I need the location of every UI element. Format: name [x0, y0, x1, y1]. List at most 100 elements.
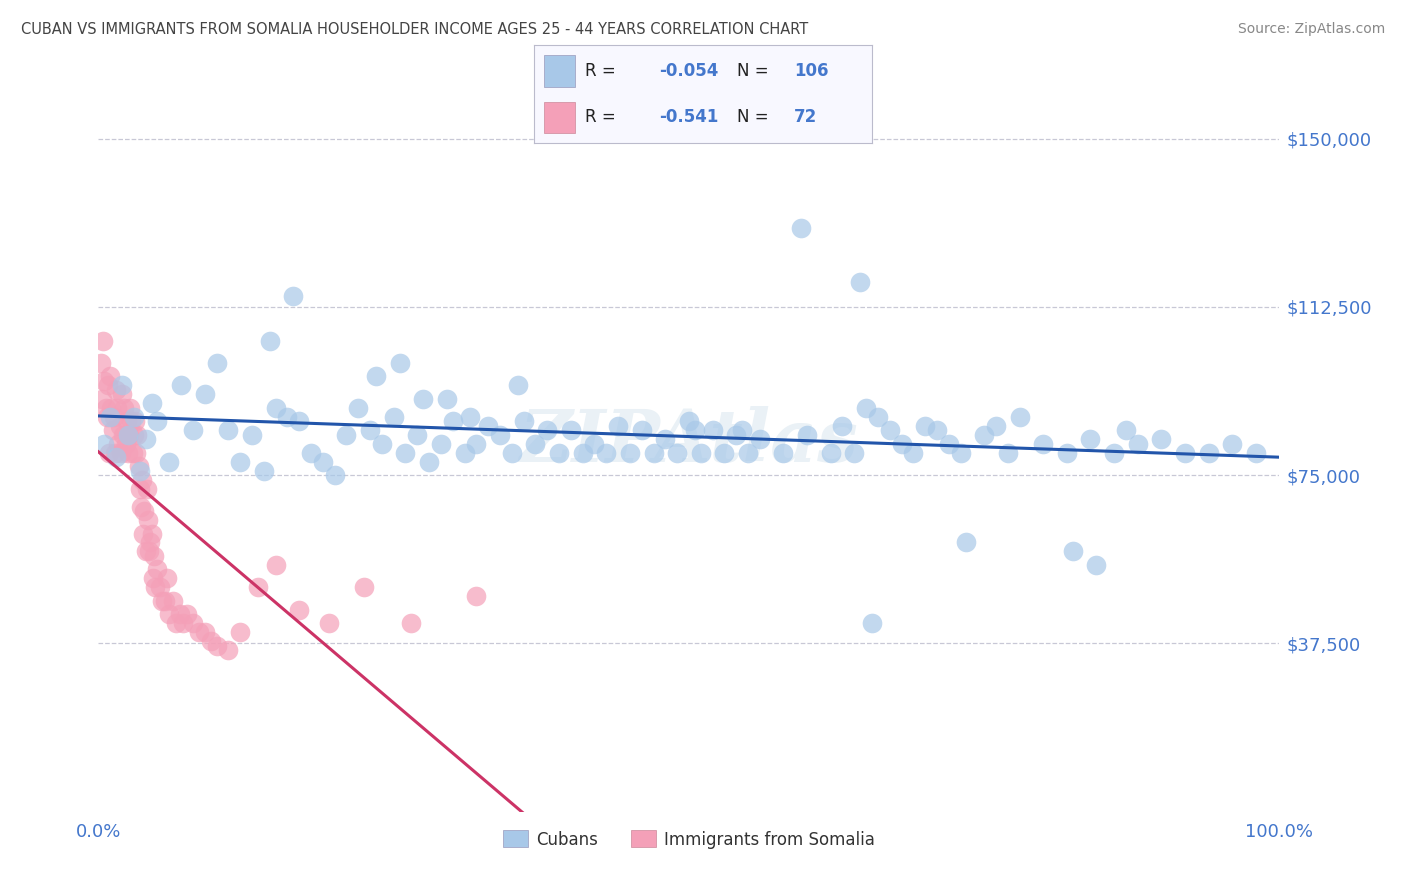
Point — [93, 374, 115, 388]
Point — [394, 446, 416, 460]
Point — [127, 427, 149, 442]
Point — [820, 446, 842, 460]
Point — [288, 603, 311, 617]
Point — [200, 634, 222, 648]
Point — [114, 437, 136, 451]
Point — [796, 427, 818, 442]
Point — [107, 437, 129, 451]
Point — [465, 590, 488, 604]
Point — [142, 571, 165, 585]
Point — [560, 423, 582, 437]
Point — [312, 455, 335, 469]
Point — [139, 535, 162, 549]
Point — [253, 464, 276, 478]
Point — [997, 446, 1019, 460]
Point — [115, 414, 138, 428]
Point — [117, 427, 139, 442]
Point — [100, 401, 122, 415]
Text: ZIPAtlas: ZIPAtlas — [520, 406, 858, 477]
Point — [430, 437, 453, 451]
Point — [118, 427, 141, 442]
Point — [607, 418, 630, 433]
Point — [318, 616, 340, 631]
Point — [1198, 446, 1220, 460]
Point — [205, 356, 228, 370]
Point — [406, 427, 429, 442]
Point — [512, 414, 534, 428]
Point — [1056, 446, 1078, 460]
Point — [146, 562, 169, 576]
Point — [536, 423, 558, 437]
Point — [571, 446, 593, 460]
Point — [146, 414, 169, 428]
Point — [371, 437, 394, 451]
Point — [748, 432, 770, 446]
Point — [156, 571, 179, 585]
Point — [382, 409, 405, 424]
Point — [299, 446, 322, 460]
Point — [121, 446, 143, 460]
Point — [97, 378, 120, 392]
Point — [412, 392, 434, 406]
Bar — [544, 55, 575, 87]
Point — [124, 414, 146, 428]
Point — [276, 409, 298, 424]
Point — [849, 275, 872, 289]
Point — [388, 356, 411, 370]
Point — [288, 414, 311, 428]
Point — [1220, 437, 1243, 451]
Point — [169, 607, 191, 622]
Point — [157, 455, 180, 469]
Point — [112, 401, 135, 415]
Point — [110, 446, 132, 460]
Point — [890, 437, 912, 451]
Point — [143, 580, 166, 594]
Point — [666, 446, 689, 460]
Point — [489, 427, 512, 442]
Point — [790, 221, 813, 235]
Point — [347, 401, 370, 415]
Point — [283, 289, 305, 303]
Point — [702, 423, 724, 437]
Point — [1062, 544, 1084, 558]
Point — [120, 401, 142, 415]
Point — [731, 423, 754, 437]
Point — [855, 401, 877, 415]
Point — [94, 401, 117, 415]
Point — [194, 387, 217, 401]
Point — [903, 446, 925, 460]
Point — [134, 504, 156, 518]
Point — [678, 414, 700, 428]
Text: N =: N = — [737, 108, 773, 126]
Point — [630, 423, 652, 437]
Point — [122, 409, 145, 424]
Point — [187, 625, 209, 640]
Point — [860, 616, 883, 631]
Point — [725, 427, 748, 442]
Point — [121, 414, 143, 428]
Point — [441, 414, 464, 428]
Point — [132, 526, 155, 541]
Point — [364, 369, 387, 384]
Point — [98, 446, 121, 460]
Point — [142, 549, 165, 563]
Bar — [544, 102, 575, 133]
Point — [713, 446, 735, 460]
Point — [955, 535, 977, 549]
Point — [1085, 558, 1108, 572]
Point — [157, 607, 180, 622]
Point — [595, 446, 617, 460]
Point — [135, 432, 157, 446]
Point — [111, 378, 134, 392]
Point — [150, 594, 173, 608]
Point — [1174, 446, 1197, 460]
Point — [229, 455, 252, 469]
Point — [105, 383, 128, 397]
Point — [194, 625, 217, 640]
Text: -0.054: -0.054 — [659, 62, 718, 80]
Point — [141, 526, 163, 541]
Point — [831, 418, 853, 433]
Point — [359, 423, 381, 437]
Point — [153, 594, 176, 608]
Point — [91, 334, 114, 348]
